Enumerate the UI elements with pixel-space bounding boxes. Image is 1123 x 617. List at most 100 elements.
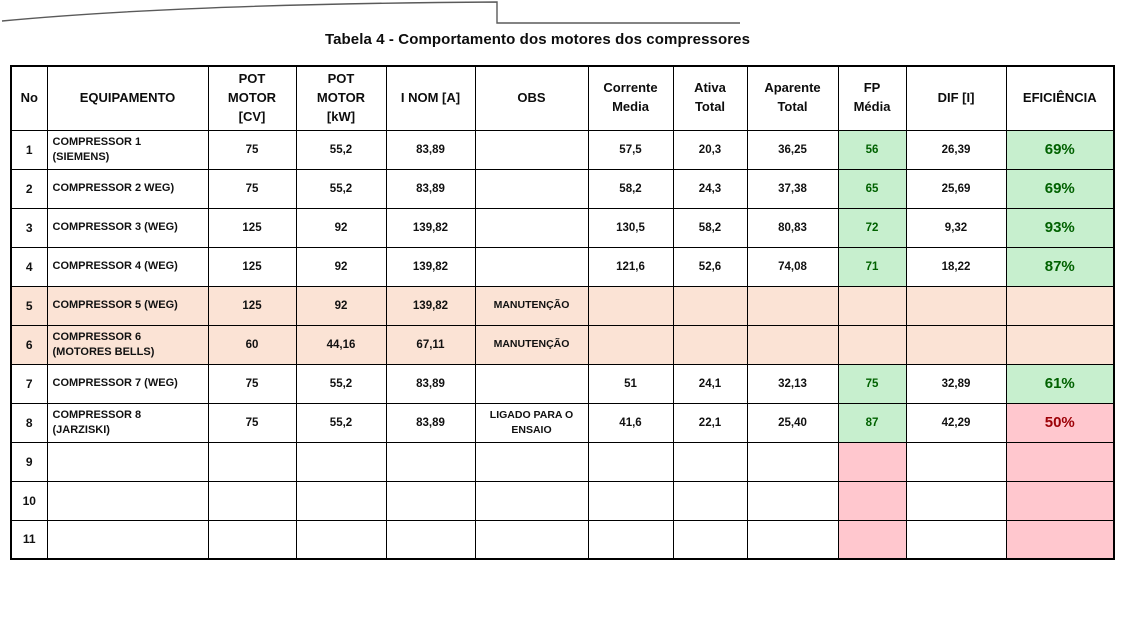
cell-fp_media — [837, 441, 907, 482]
cell-i_nom: 83,89 — [385, 168, 476, 209]
cell-eficiencia: 69% — [1005, 129, 1115, 170]
cell-pot_kw: 55,2 — [295, 363, 387, 404]
table-row: 5 COMPRESSOR 5 (WEG) 125 92 139,82 MANUTENÇÃO — [10, 285, 1115, 326]
column-header-ativa_total: Ativa Total — [672, 65, 748, 131]
cell-dif_i: 25,69 — [905, 168, 1007, 209]
cell-no: 6 — [10, 324, 48, 365]
cell-pot_cv: 75 — [207, 129, 297, 170]
cell-dif_i: 9,32 — [905, 207, 1007, 248]
table-row: 1 COMPRESSOR 1 (SIEMENS) 75 55,2 83,89 57,5 20… — [10, 129, 1115, 170]
cell-aparente_total — [746, 441, 839, 482]
cell-aparente_total: 80,83 — [746, 207, 839, 248]
table-row: 6 COMPRESSOR 6 (MOTORES BELLS) 60 44,16 67,1… — [10, 324, 1115, 365]
cell-eficiencia — [1005, 324, 1115, 365]
cell-fp_media: 65 — [837, 168, 907, 209]
cell-fp_media — [837, 480, 907, 521]
cell-dif_i: 32,89 — [905, 363, 1007, 404]
cell-equipamento: COMPRESSOR 5 (WEG) — [46, 285, 209, 326]
cell-ativa_total — [672, 324, 748, 365]
cell-corrente_media — [587, 519, 674, 560]
table-row: 9 — [10, 441, 1115, 482]
column-header-dif_i: DIF [I] — [905, 65, 1007, 131]
cell-eficiencia: 87% — [1005, 246, 1115, 287]
cell-obs — [474, 363, 589, 404]
column-header-pot_kw: POT MOTOR [kW] — [295, 65, 387, 131]
cell-dif_i: 18,22 — [905, 246, 1007, 287]
cell-eficiencia — [1005, 441, 1115, 482]
cell-ativa_total — [672, 441, 748, 482]
cell-dif_i: 26,39 — [905, 129, 1007, 170]
scan-artifact-line — [1, 1, 740, 24]
cell-no: 5 — [10, 285, 48, 326]
cell-no: 3 — [10, 207, 48, 248]
column-header-pot_cv: POT MOTOR [CV] — [207, 65, 297, 131]
cell-pot_cv: 125 — [207, 285, 297, 326]
cell-pot_kw: 92 — [295, 285, 387, 326]
cell-fp_media: 72 — [837, 207, 907, 248]
cell-aparente_total — [746, 519, 839, 560]
table-body: 1 COMPRESSOR 1 (SIEMENS) 75 55,2 83,89 57,5 20… — [10, 129, 1115, 560]
cell-equipamento: COMPRESSOR 1 (SIEMENS) — [46, 129, 209, 170]
cell-i_nom: 139,82 — [385, 207, 476, 248]
cell-obs — [474, 519, 589, 560]
cell-eficiencia — [1005, 480, 1115, 521]
column-header-corrente_media: Corrente Media — [587, 65, 674, 131]
table-row: 11 — [10, 519, 1115, 560]
cell-fp_media — [837, 324, 907, 365]
cell-equipamento — [46, 519, 209, 560]
cell-pot_cv: 75 — [207, 363, 297, 404]
cell-obs — [474, 168, 589, 209]
cell-pot_kw: 92 — [295, 246, 387, 287]
cell-corrente_media — [587, 480, 674, 521]
table-row: 10 — [10, 480, 1115, 521]
cell-fp_media: 87 — [837, 402, 907, 443]
cell-i_nom — [385, 519, 476, 560]
cell-no: 7 — [10, 363, 48, 404]
cell-equipamento: COMPRESSOR 8 (JARZISKI) — [46, 402, 209, 443]
cell-pot_kw: 55,2 — [295, 168, 387, 209]
cell-corrente_media: 41,6 — [587, 402, 674, 443]
cell-equipamento: COMPRESSOR 7 (WEG) — [46, 363, 209, 404]
cell-fp_media: 75 — [837, 363, 907, 404]
table-row: 4 COMPRESSOR 4 (WEG) 125 92 139,82 121,6 52,6 7… — [10, 246, 1115, 287]
cell-pot_cv: 60 — [207, 324, 297, 365]
cell-pot_cv: 125 — [207, 207, 297, 248]
cell-pot_kw — [295, 441, 387, 482]
cell-aparente_total: 25,40 — [746, 402, 839, 443]
cell-equipamento: COMPRESSOR 2 WEG) — [46, 168, 209, 209]
cell-i_nom: 83,89 — [385, 129, 476, 170]
page-title: Tabela 4 - Comportamento dos motores dos… — [324, 31, 751, 48]
cell-dif_i — [905, 480, 1007, 521]
column-header-no: No — [10, 65, 48, 131]
cell-ativa_total: 24,1 — [672, 363, 748, 404]
cell-dif_i — [905, 324, 1007, 365]
cell-eficiencia: 93% — [1005, 207, 1115, 248]
cell-i_nom: 67,11 — [385, 324, 476, 365]
cell-pot_cv: 75 — [207, 402, 297, 443]
column-header-eficiencia: EFICIÊNCIA — [1005, 65, 1115, 131]
cell-i_nom — [385, 441, 476, 482]
cell-aparente_total: 32,13 — [746, 363, 839, 404]
cell-dif_i: 42,29 — [905, 402, 1007, 443]
table-row: 7 COMPRESSOR 7 (WEG) 75 55,2 83,89 51 24,1 32,1… — [10, 363, 1115, 404]
cell-fp_media: 56 — [837, 129, 907, 170]
cell-i_nom: 83,89 — [385, 363, 476, 404]
column-header-aparente_total: Aparente Total — [746, 65, 839, 131]
cell-corrente_media: 51 — [587, 363, 674, 404]
cell-eficiencia — [1005, 519, 1115, 560]
cell-equipamento: COMPRESSOR 6 (MOTORES BELLS) — [46, 324, 209, 365]
cell-pot_kw — [295, 519, 387, 560]
cell-obs — [474, 441, 589, 482]
cell-ativa_total: 24,3 — [672, 168, 748, 209]
cell-eficiencia — [1005, 285, 1115, 326]
cell-eficiencia: 61% — [1005, 363, 1115, 404]
column-header-obs: OBS — [474, 65, 589, 131]
cell-pot_cv: 125 — [207, 246, 297, 287]
cell-pot_cv — [207, 480, 297, 521]
cell-pot_kw: 55,2 — [295, 402, 387, 443]
cell-no: 1 — [10, 129, 48, 170]
cell-ativa_total: 52,6 — [672, 246, 748, 287]
cell-eficiencia: 69% — [1005, 168, 1115, 209]
cell-obs — [474, 480, 589, 521]
cell-dif_i — [905, 441, 1007, 482]
